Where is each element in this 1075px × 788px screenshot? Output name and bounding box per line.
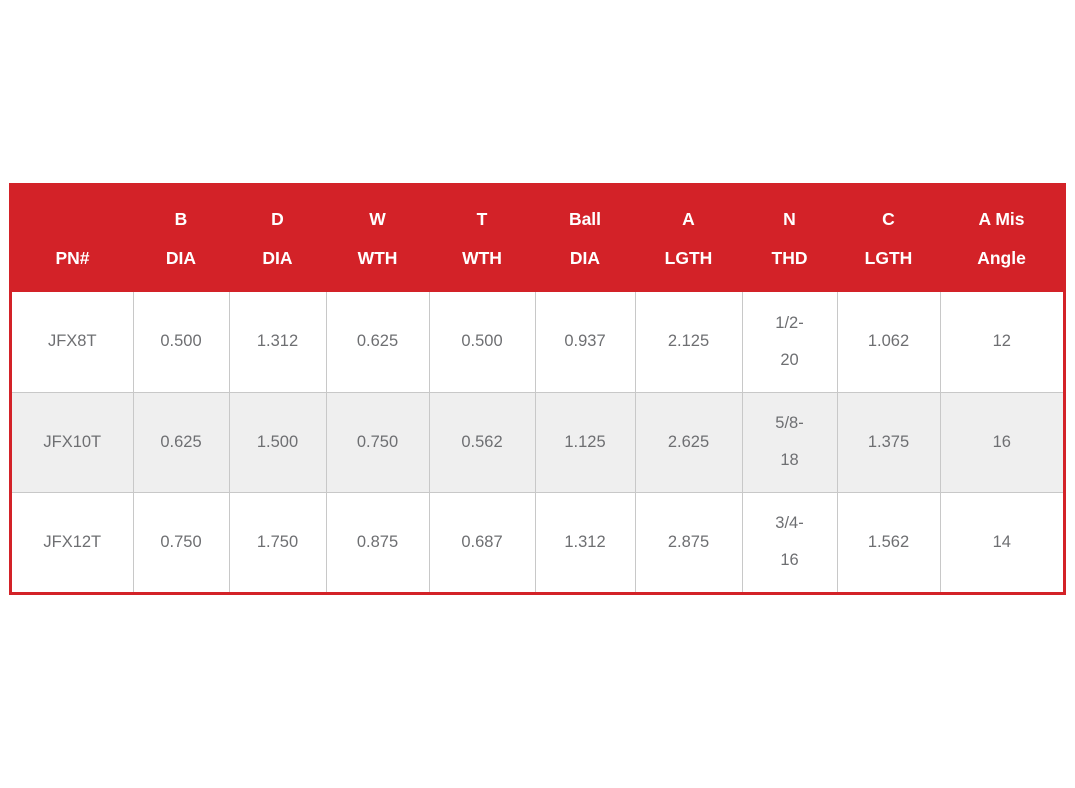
header-line1: C bbox=[882, 209, 895, 229]
header-line2: DIA bbox=[165, 248, 197, 268]
header-line1: A Mis bbox=[978, 209, 1025, 229]
table-cell: 1.750 bbox=[229, 491, 327, 592]
header-line2: LGTH bbox=[664, 248, 713, 268]
table-cell: 14 bbox=[940, 491, 1063, 592]
table-cell: 1.312 bbox=[229, 292, 327, 392]
table-cell: 0.500 bbox=[133, 292, 230, 392]
table-cell: 1.125 bbox=[535, 391, 636, 492]
column-header-c-lgth: C LGTH bbox=[837, 186, 940, 292]
table-cell: 0.875 bbox=[326, 491, 430, 592]
table-cell: 0.625 bbox=[133, 391, 230, 492]
table-cell: 1.500 bbox=[229, 391, 327, 492]
header-line1: A bbox=[682, 209, 695, 229]
column-header-w-wth: W WTH bbox=[326, 186, 429, 292]
header-line2: WTH bbox=[462, 248, 502, 268]
column-header-b-dia: B DIA bbox=[133, 186, 229, 292]
table-cell: 1/2- 20 bbox=[742, 292, 838, 392]
table-body: JFX8T 0.500 1.312 0.625 0.500 0.937 2.12… bbox=[12, 292, 1063, 592]
table-cell: 1.312 bbox=[535, 491, 636, 592]
column-header-a-lgth: A LGTH bbox=[635, 186, 742, 292]
header-line1: D bbox=[271, 209, 284, 229]
table-row-jfx8t: JFX8T 0.500 1.312 0.625 0.500 0.937 2.12… bbox=[12, 292, 1063, 392]
header-line1: W bbox=[369, 209, 386, 229]
table-cell: JFX8T bbox=[12, 292, 134, 392]
table-cell: 0.937 bbox=[535, 292, 636, 392]
column-header-ball-dia: Ball DIA bbox=[535, 186, 635, 292]
table-cell: 1.062 bbox=[837, 292, 941, 392]
table-cell: 3/4- 16 bbox=[742, 491, 838, 592]
spec-table-grid: PN# B DIA D DIA W WTH T bbox=[12, 186, 1063, 592]
table-row-jfx10t: JFX10T 0.625 1.500 0.750 0.562 1.125 2.6… bbox=[12, 391, 1063, 492]
header-line1: B bbox=[174, 209, 188, 229]
header-line1 bbox=[12, 206, 133, 233]
table-cell: JFX12T bbox=[12, 491, 134, 592]
header-row: PN# B DIA D DIA W WTH T bbox=[12, 186, 1063, 292]
header-line1: T bbox=[476, 209, 488, 229]
column-header-t-wth: T WTH bbox=[429, 186, 535, 292]
table-cell: 0.625 bbox=[326, 292, 430, 392]
table-cell: 5/8- 18 bbox=[742, 391, 838, 492]
column-header-a-mis-angle: A Mis Angle bbox=[940, 186, 1063, 292]
header-line2: PN# bbox=[55, 248, 90, 268]
table-cell: 2.875 bbox=[635, 491, 743, 592]
table-cell: 2.625 bbox=[635, 391, 743, 492]
column-header-pn: PN# bbox=[12, 186, 133, 292]
header-line1: N bbox=[783, 209, 796, 229]
table-cell: 0.750 bbox=[133, 491, 230, 592]
table-cell: JFX10T bbox=[12, 391, 134, 492]
header-line2: DIA bbox=[569, 248, 601, 268]
column-header-n-thd: N THD bbox=[742, 186, 837, 292]
header-line1: Ball bbox=[568, 209, 602, 229]
header-line2: DIA bbox=[262, 248, 293, 268]
header-line2: Angle bbox=[977, 248, 1026, 268]
header-line2: LGTH bbox=[864, 248, 913, 268]
table-cell: 0.500 bbox=[429, 292, 536, 392]
table-cell: 0.750 bbox=[326, 391, 430, 492]
spec-table: PN# B DIA D DIA W WTH T bbox=[9, 183, 1066, 595]
header-line2: THD bbox=[771, 248, 808, 268]
table-cell: 16 bbox=[940, 391, 1063, 492]
table-cell: 12 bbox=[940, 292, 1063, 392]
table-row-jfx12t: JFX12T 0.750 1.750 0.875 0.687 1.312 2.8… bbox=[12, 491, 1063, 592]
table-cell: 0.687 bbox=[429, 491, 536, 592]
table-cell: 1.562 bbox=[837, 491, 941, 592]
header-line2: WTH bbox=[357, 248, 398, 268]
table-cell: 2.125 bbox=[635, 292, 743, 392]
table-cell: 0.562 bbox=[429, 391, 536, 492]
column-header-d-dia: D DIA bbox=[229, 186, 326, 292]
table-header: PN# B DIA D DIA W WTH T bbox=[12, 186, 1063, 292]
table-cell: 1.375 bbox=[837, 391, 941, 492]
